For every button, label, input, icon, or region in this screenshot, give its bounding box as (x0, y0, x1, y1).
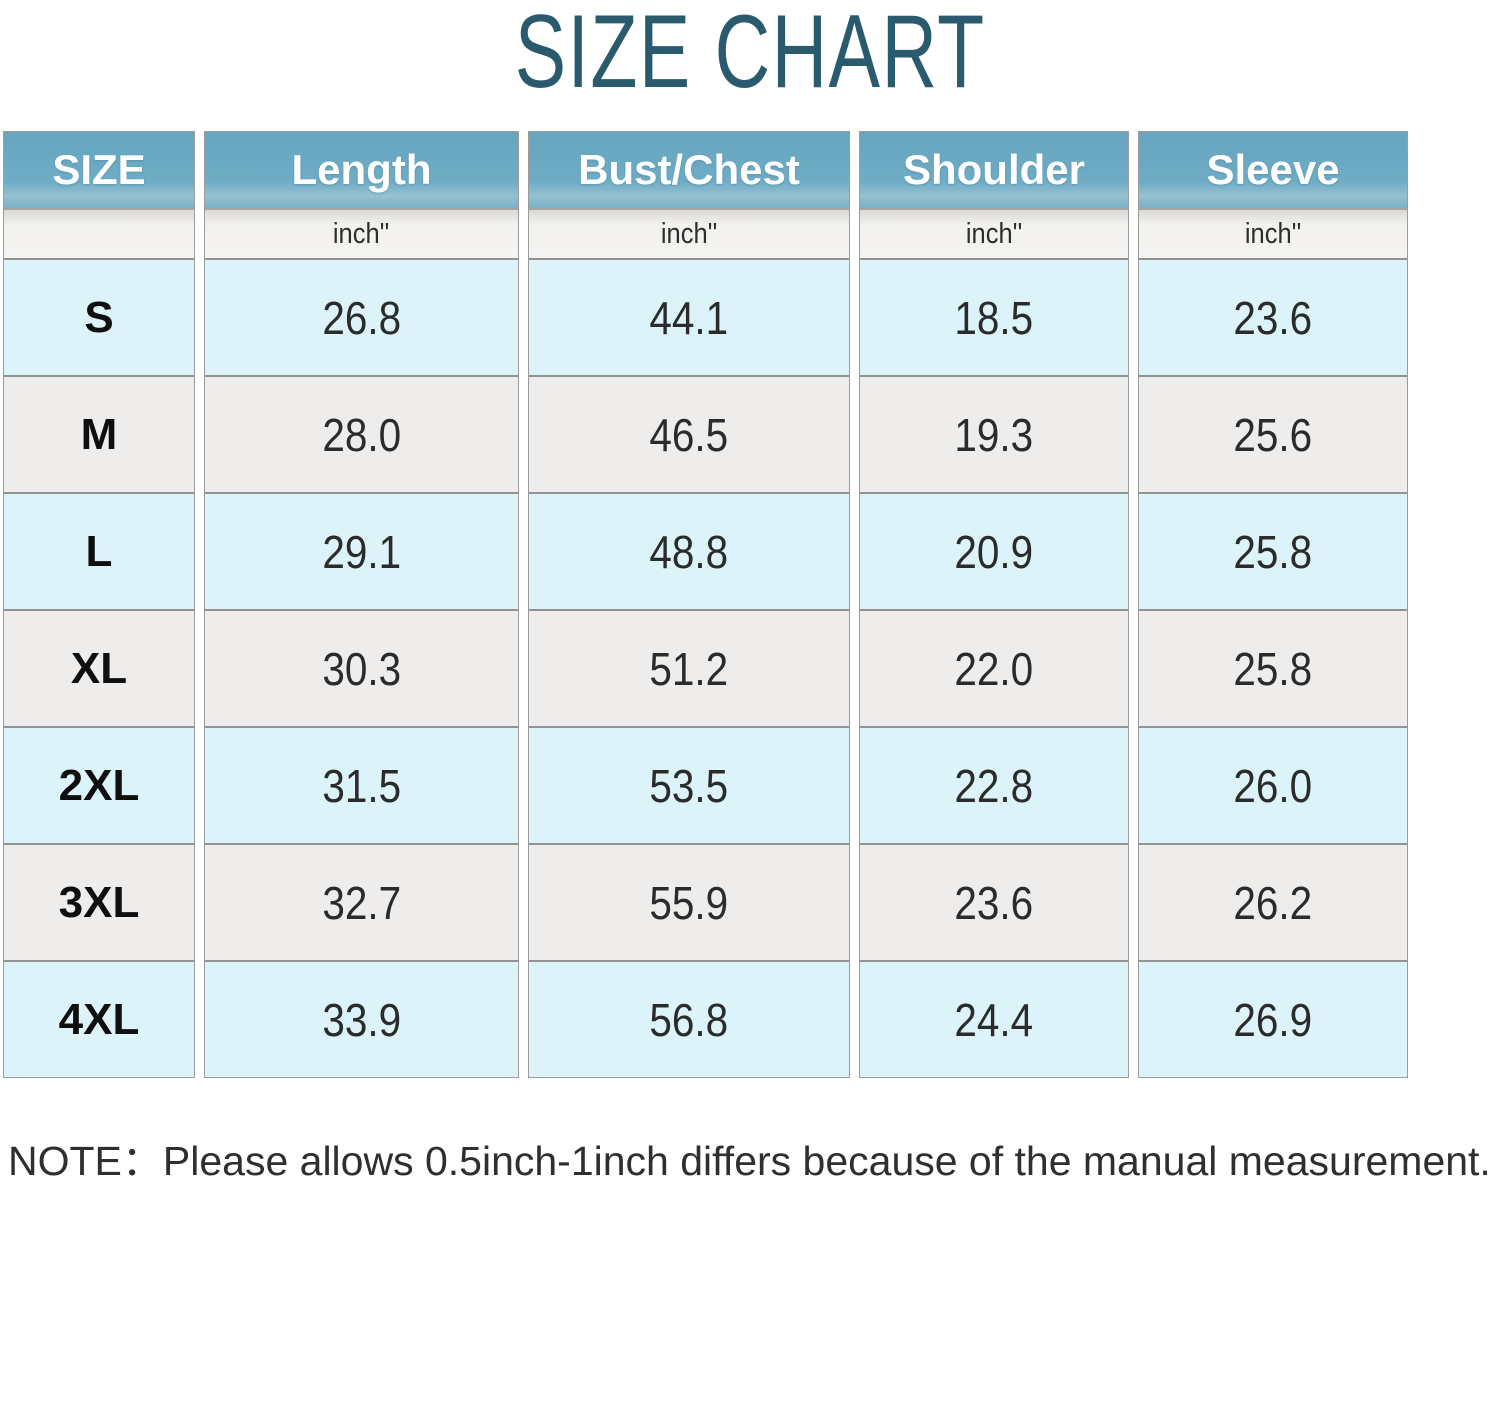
cell-length-s: 26.8 (205, 258, 518, 375)
cell-bust-2xl: 53.5 (529, 726, 849, 843)
cell-value: 26.2 (1233, 876, 1313, 929)
header-bust-chest: Bust/Chest (529, 132, 849, 208)
size-label-xl: XL (4, 609, 194, 726)
cell-value: 22.8 (954, 759, 1034, 812)
cell-value: 33.9 (322, 993, 401, 1046)
cell-sleeve-xl: 25.8 (1139, 609, 1407, 726)
unit-label: inch'' (660, 217, 718, 250)
cell-sleeve-2xl: 26.0 (1139, 726, 1407, 843)
size-label-3xl: 3XL (4, 843, 194, 960)
cell-bust-xl: 51.2 (529, 609, 849, 726)
cell-value: 26.8 (322, 291, 401, 344)
cell-value: 20.9 (954, 525, 1034, 578)
cell-value: 23.6 (954, 876, 1034, 929)
unit-cell-sleeve: inch'' (1139, 208, 1407, 258)
cell-value: 19.3 (954, 408, 1034, 461)
cell-value: 44.1 (649, 291, 729, 344)
cell-value: 25.8 (1233, 525, 1313, 578)
unit-cell-size-empty (4, 208, 194, 258)
column-size: SIZE S M L XL 2XL 3XL 4XL (3, 131, 195, 1078)
cell-value: 32.7 (322, 876, 401, 929)
cell-shoulder-3xl: 23.6 (860, 843, 1128, 960)
cell-shoulder-s: 18.5 (860, 258, 1128, 375)
cell-shoulder-4xl: 24.4 (860, 960, 1128, 1077)
unit-label: inch'' (965, 217, 1023, 250)
cell-bust-4xl: 56.8 (529, 960, 849, 1077)
cell-bust-s: 44.1 (529, 258, 849, 375)
cell-length-l: 29.1 (205, 492, 518, 609)
cell-value: 25.8 (1233, 642, 1313, 695)
unit-cell-shoulder: inch'' (860, 208, 1128, 258)
cell-shoulder-l: 20.9 (860, 492, 1128, 609)
cell-value: 23.6 (1233, 291, 1313, 344)
cell-shoulder-xl: 22.0 (860, 609, 1128, 726)
cell-bust-m: 46.5 (529, 375, 849, 492)
cell-value: 46.5 (649, 408, 729, 461)
header-size: SIZE (4, 132, 194, 208)
cell-sleeve-3xl: 26.2 (1139, 843, 1407, 960)
column-bust-chest: Bust/Chest inch'' 44.1 46.5 48.8 51.2 53… (528, 131, 850, 1078)
size-label-m: M (4, 375, 194, 492)
cell-bust-l: 48.8 (529, 492, 849, 609)
cell-sleeve-m: 25.6 (1139, 375, 1407, 492)
page-title: SIZE CHART (0, 0, 1500, 120)
cell-value: 25.6 (1233, 408, 1313, 461)
cell-value: 31.5 (322, 759, 401, 812)
cell-value: 18.5 (954, 291, 1034, 344)
size-label-s: S (4, 258, 194, 375)
header-length: Length (205, 132, 518, 208)
cell-value: 29.1 (322, 525, 401, 578)
cell-value: 22.0 (954, 642, 1034, 695)
column-shoulder: Shoulder inch'' 18.5 19.3 20.9 22.0 22.8… (859, 131, 1129, 1078)
column-length: Length inch'' 26.8 28.0 29.1 30.3 31.5 3… (204, 131, 519, 1078)
cell-value: 28.0 (322, 408, 401, 461)
cell-shoulder-2xl: 22.8 (860, 726, 1128, 843)
size-chart-table: SIZE S M L XL 2XL 3XL 4XL Length inch'' … (3, 131, 1408, 1078)
cell-value: 24.4 (954, 993, 1034, 1046)
unit-cell-length: inch'' (205, 208, 518, 258)
cell-value: 26.9 (1233, 993, 1313, 1046)
page-title-text: SIZE CHART (514, 0, 986, 110)
cell-value: 51.2 (649, 642, 729, 695)
cell-shoulder-m: 19.3 (860, 375, 1128, 492)
cell-length-4xl: 33.9 (205, 960, 518, 1077)
unit-cell-bust-chest: inch'' (529, 208, 849, 258)
cell-sleeve-4xl: 26.9 (1139, 960, 1407, 1077)
size-label-4xl: 4XL (4, 960, 194, 1077)
cell-value: 55.9 (649, 876, 729, 929)
cell-length-3xl: 32.7 (205, 843, 518, 960)
size-label-2xl: 2XL (4, 726, 194, 843)
unit-label: inch'' (1244, 217, 1302, 250)
note-text: NOTE：Please allows 0.5inch-1inch differs… (8, 1138, 1491, 1184)
cell-length-xl: 30.3 (205, 609, 518, 726)
header-sleeve: Sleeve (1139, 132, 1407, 208)
unit-label: inch'' (333, 217, 390, 250)
size-label-l: L (4, 492, 194, 609)
cell-value: 53.5 (649, 759, 729, 812)
cell-length-m: 28.0 (205, 375, 518, 492)
cell-sleeve-l: 25.8 (1139, 492, 1407, 609)
header-shoulder: Shoulder (860, 132, 1128, 208)
cell-value: 30.3 (322, 642, 401, 695)
column-sleeve: Sleeve inch'' 23.6 25.6 25.8 25.8 26.0 2… (1138, 131, 1408, 1078)
cell-value: 26.0 (1233, 759, 1313, 812)
cell-value: 56.8 (649, 993, 729, 1046)
cell-bust-3xl: 55.9 (529, 843, 849, 960)
cell-sleeve-s: 23.6 (1139, 258, 1407, 375)
cell-length-2xl: 31.5 (205, 726, 518, 843)
cell-value: 48.8 (649, 525, 729, 578)
